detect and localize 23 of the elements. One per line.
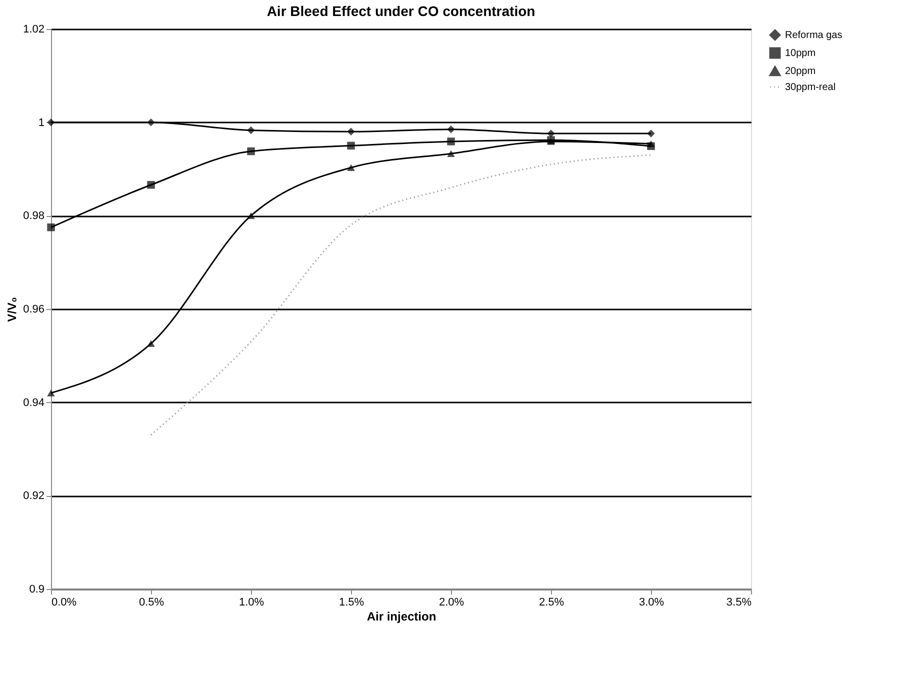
y-axis-title: V/V₀ [5,297,20,322]
x-tick-label: 3.5% [726,596,752,608]
x-tick-label: 1.5% [338,596,364,608]
x-axis-title: Air injection [366,610,436,624]
line-series [150,154,652,436]
legend-label: Reforma gas [785,30,842,41]
legend-label: 30ppm-real [785,82,836,93]
x-tick-label: 0.0% [52,596,77,608]
y-tick-label: 0.96 [23,304,44,316]
y-tick-label: 0.94 [23,396,44,409]
y-tick-label: 0.98 [23,210,44,222]
y-tick-label: 1.02 [23,24,44,36]
legend-label: 10ppm [785,48,816,59]
chart-title: Air Bleed Effect under CO concentration [266,3,536,19]
y-tick-label: 1 [38,116,44,129]
x-tick-label: 2.5% [538,596,564,608]
y-tick-label: 0.92 [23,490,44,502]
y-tick-label: 0.9 [29,584,44,596]
x-tick-label: 1.0% [238,596,264,608]
legend-label: 20ppm [785,66,816,77]
x-tick-label: 2.0% [438,596,464,608]
x-tick-label: 3.0% [638,596,664,608]
x-tick-label: 0.5% [138,596,164,608]
